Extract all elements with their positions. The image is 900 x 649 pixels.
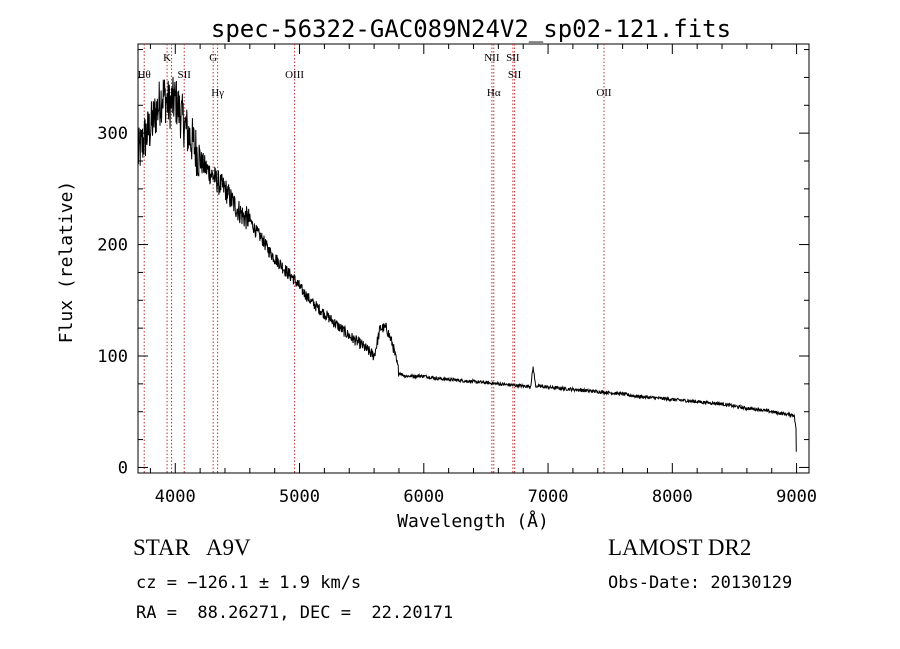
line-label: OIII	[285, 69, 304, 81]
x-axis: 4000 5000 6000 7000 8000 9000	[149, 44, 817, 507]
coordinates: RA = 88.26271, DEC = 22.20171	[136, 603, 454, 623]
line-label: G	[209, 52, 217, 64]
plot-frame	[137, 43, 810, 474]
y-tick-label: 0	[118, 458, 128, 478]
line-label: OII	[596, 87, 612, 99]
x-tick-label: 8000	[652, 487, 693, 507]
x-axis-label: Wavelength (Å)	[397, 510, 549, 532]
line-label: SII	[177, 69, 191, 81]
spectrum-series	[137, 76, 797, 452]
x-tick-label: 6000	[403, 487, 444, 507]
x-tick-label: 7000	[528, 487, 569, 507]
line-label: SII	[508, 69, 522, 81]
y-tick-label: 100	[97, 347, 128, 367]
survey-name: LAMOST DR2	[608, 535, 752, 560]
line-label: NII	[484, 52, 500, 64]
line-label: Hγ	[211, 87, 224, 99]
line-label: Hθ	[138, 69, 151, 81]
line-label: K	[163, 52, 171, 64]
x-tick-label: 9000	[776, 487, 817, 507]
line-label: Hα	[487, 87, 501, 99]
line-label: SII	[506, 52, 520, 64]
y-tick-label: 200	[97, 236, 128, 256]
spectrum-line	[137, 76, 797, 452]
x-tick-label: 5000	[279, 487, 320, 507]
chart-title: spec-56322-GAC089N24V2_sp02-121.fits	[211, 15, 731, 43]
y-axis-label: Flux (relative)	[56, 181, 77, 344]
redshift-velocity: cz = −126.1 ± 1.9 km/s	[136, 573, 362, 593]
y-axis: 0 100 200 300	[97, 49, 809, 478]
x-tick-label: 4000	[155, 487, 196, 507]
emission-lines	[143, 44, 605, 473]
observation-date: Obs-Date: 20130129	[608, 573, 793, 593]
y-tick-label: 300	[97, 124, 128, 144]
object-class: STAR A9V	[133, 535, 251, 560]
